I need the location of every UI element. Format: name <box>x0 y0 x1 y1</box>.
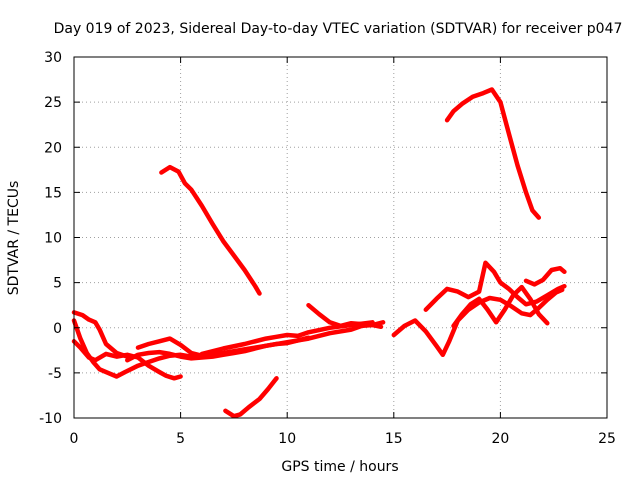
series-arc-9 <box>306 302 384 330</box>
y-tick-label: -5 <box>48 366 62 382</box>
series-arc-3 <box>444 87 542 220</box>
x-tick-label: 5 <box>176 431 185 447</box>
series-arc-6 <box>71 310 130 359</box>
y-axis-ticks: -10 -5 0 5 10 15 20 25 30 <box>39 50 607 427</box>
y-tick-label: 30 <box>44 50 62 66</box>
x-axis-ticks: 0 5 10 15 20 25 <box>70 57 616 447</box>
x-tick-label: 10 <box>278 431 296 447</box>
plot-frame <box>73 56 608 419</box>
y-tick-label: 0 <box>53 321 62 337</box>
grid-lines <box>74 57 607 418</box>
x-tick-label: 15 <box>385 431 403 447</box>
series-arc-4 <box>71 318 215 379</box>
y-tick-label: 20 <box>44 140 62 156</box>
x-tick-label: 25 <box>598 431 616 447</box>
y-tick-label: 25 <box>44 95 62 111</box>
series-arc-11 <box>423 260 567 312</box>
y-tick-label: 5 <box>53 276 62 292</box>
y-tick-label: 10 <box>44 231 62 247</box>
y-tick-label: -10 <box>39 411 62 427</box>
series-arc-13 <box>523 265 567 287</box>
x-tick-label: 20 <box>491 431 509 447</box>
y-tick-label: 15 <box>44 185 62 201</box>
series-arc-14 <box>125 335 311 363</box>
x-tick-label: 0 <box>70 431 79 447</box>
series-arc-1 <box>159 164 262 296</box>
y-axis-label: SDTVAR / TECUs <box>6 181 22 296</box>
x-axis-label: GPS time / hours <box>281 459 398 475</box>
series-arc-12 <box>451 284 550 329</box>
series-arc-2 <box>223 376 279 419</box>
data-series <box>71 87 567 419</box>
chart-title: Day 019 of 2023, Sidereal Day-to-day VTE… <box>54 21 623 37</box>
